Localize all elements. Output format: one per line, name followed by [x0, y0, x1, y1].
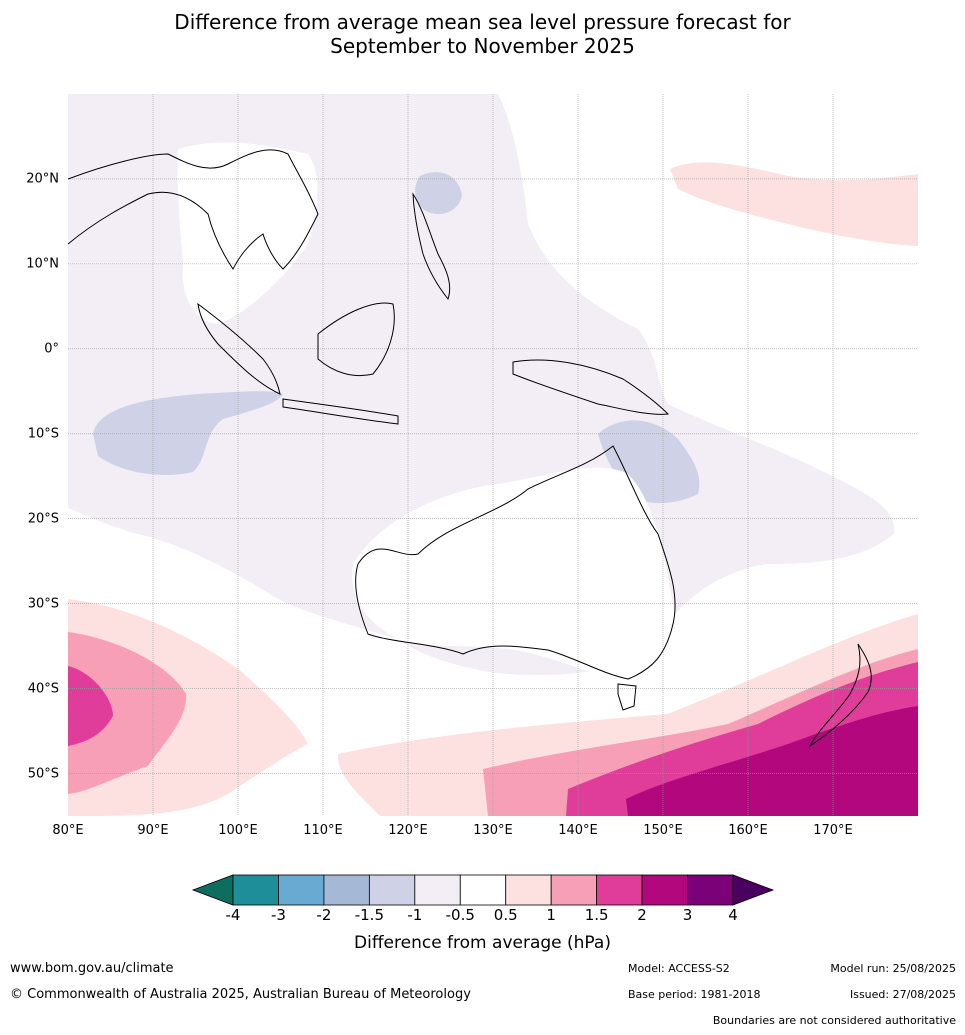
colorbar-swatch — [368, 874, 416, 906]
footer-copyright: © Commonwealth of Australia 2025, Austra… — [10, 987, 471, 1002]
colorbar-tick-label: 3 — [682, 906, 693, 924]
map-canvas — [68, 94, 918, 816]
lat-label-40s: 40°S — [27, 681, 59, 697]
lon-label-90e: 90°E — [137, 823, 169, 838]
colorbar-swatch — [414, 874, 461, 906]
colorbar-swatch — [278, 874, 325, 906]
colorbar-swatch — [596, 874, 643, 906]
lon-label-140e: 140°E — [558, 823, 598, 838]
colorbar-swatch — [687, 874, 734, 906]
chart-title: Difference from average mean sea level p… — [0, 10, 965, 58]
coast-borneo — [317, 302, 395, 377]
lat-label-0: 0° — [44, 341, 59, 357]
neutral-region-indochina — [177, 142, 318, 324]
coast-java — [282, 398, 399, 425]
colorbar-tick-label: -2 — [316, 906, 332, 924]
pressure-anomaly-map — [68, 94, 918, 816]
colorbar-label: Difference from average (hPa) — [354, 933, 611, 953]
colorbar-swatch — [550, 874, 598, 906]
lon-label-100e: 100°E — [218, 823, 258, 838]
anomaly-region-plus-0.5-north — [670, 162, 918, 246]
colorbar-extend-high — [732, 874, 775, 906]
anomaly-region-plus-1-southwest — [68, 632, 187, 794]
colorbar-swatch — [232, 874, 279, 906]
lat-label-20s: 20°S — [27, 511, 59, 527]
title-line-2: September to November 2025 — [330, 34, 635, 58]
footer-model: Model: ACCESS-S2 — [628, 962, 730, 975]
colorbar-swatch — [459, 874, 507, 906]
colorbar-tick-label: 2 — [637, 906, 647, 924]
coast-mainland-asia — [68, 149, 319, 270]
colorbar — [191, 874, 775, 906]
lat-label-10s: 10°S — [27, 426, 59, 442]
colorbar-tick-label: -1 — [407, 906, 423, 924]
lon-label-160e: 160°E — [728, 823, 768, 838]
lon-label-120e: 120°E — [388, 823, 428, 838]
lon-label-170e: 170°E — [813, 823, 853, 838]
colorbar-tick-label: 1.5 — [584, 906, 609, 924]
footer-base-period: Base period: 1981-2018 — [628, 988, 761, 1001]
footer-model-run: Model run: 25/08/2025 — [830, 962, 956, 975]
footer-url: www.bom.gov.au/climate — [10, 961, 174, 976]
colorbar-swatch — [505, 874, 552, 906]
lat-label-10n: 10°N — [26, 256, 59, 272]
colorbar-tick-label: -1.5 — [354, 906, 384, 924]
coast-australia — [355, 445, 676, 680]
coastlines — [68, 149, 872, 748]
colorbar-swatch — [323, 874, 370, 906]
coast-tasmania — [617, 683, 637, 711]
footer-boundaries-note: Boundaries are not considered authoritat… — [712, 1014, 956, 1027]
lon-label-110e: 110°E — [303, 823, 343, 838]
coast-new-zealand — [808, 643, 872, 748]
colorbar-tick-label: 4 — [728, 906, 738, 924]
anomaly-region-minus-1-philippine-sea — [415, 172, 462, 215]
lon-label-80e: 80°E — [52, 823, 84, 838]
coast-sumatra — [197, 302, 281, 395]
lon-label-130e: 130°E — [473, 823, 513, 838]
anomaly-region-plus-2-southeast — [626, 706, 918, 816]
colorbar-tick-label: 0.5 — [493, 906, 518, 924]
colorbar-tick-label: -3 — [270, 906, 286, 924]
title-line-1: Difference from average mean sea level p… — [174, 10, 791, 34]
lon-label-150e: 150°E — [643, 823, 683, 838]
anomaly-region-plus-1.5-southwest — [68, 666, 113, 746]
coast-philippines — [412, 192, 451, 301]
colorbar-extend-low — [191, 874, 234, 906]
footer-issued: Issued: 27/08/2025 — [849, 988, 956, 1001]
anomaly-region-minus-1-indian — [93, 391, 283, 476]
lat-label-20n: 20°N — [26, 171, 59, 187]
colorbar-swatch — [641, 874, 688, 906]
coast-new-guinea — [512, 359, 670, 415]
map-gridlines — [68, 94, 918, 816]
lat-label-30s: 30°S — [27, 596, 59, 612]
colorbar-tick-label: -4 — [225, 906, 241, 924]
lat-label-50s: 50°S — [27, 766, 59, 782]
colorbar-tick-label: 1 — [546, 906, 556, 924]
colorbar-tick-label: -0.5 — [445, 906, 475, 924]
neutral-region-australia — [352, 467, 678, 683]
